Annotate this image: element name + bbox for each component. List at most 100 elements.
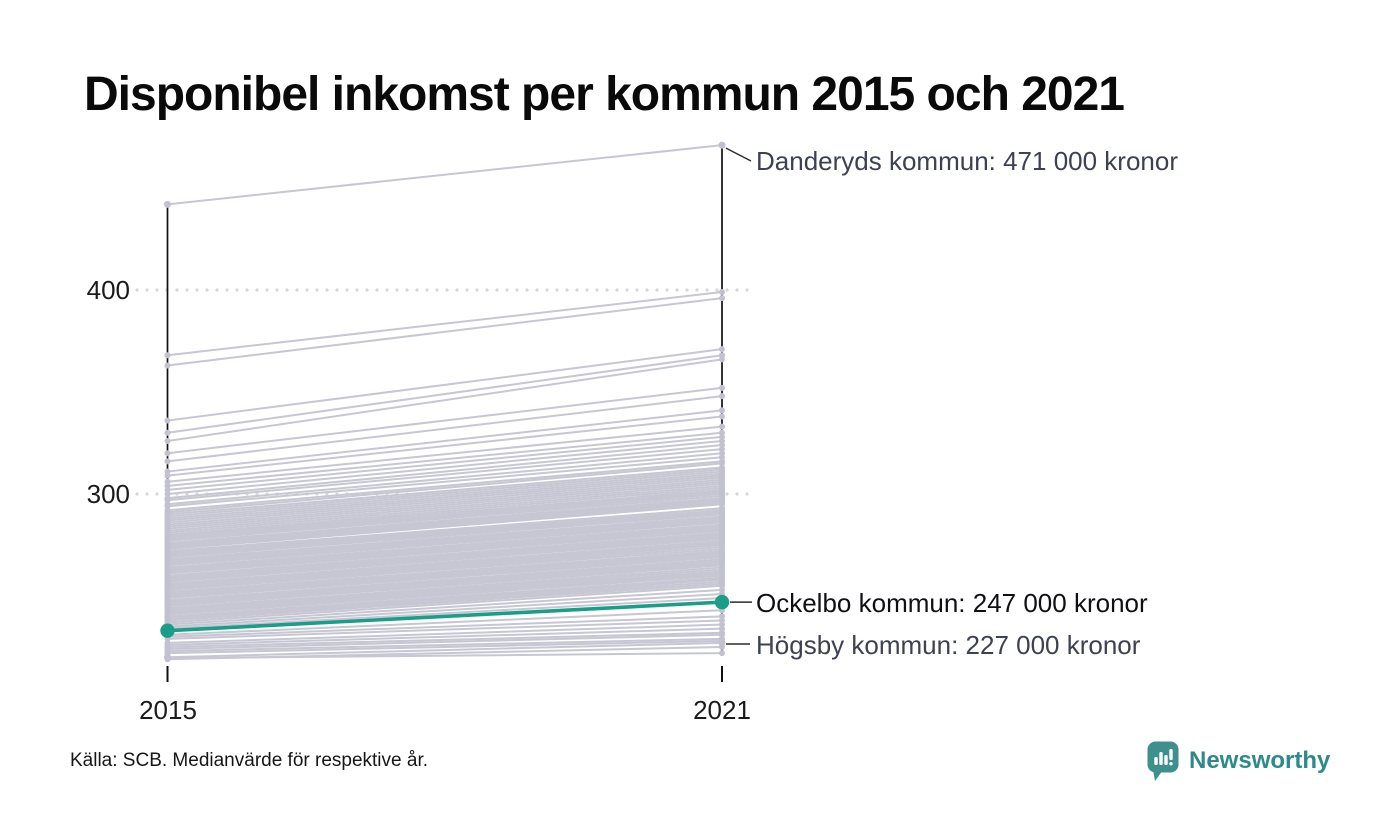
municipality-line-dot-2015 [164,616,171,623]
municipality-line [167,556,723,600]
municipality-line [167,468,723,518]
municipality-line-dot-2021 [719,407,725,414]
municipality-line [167,470,723,520]
municipality-line-dot-2021 [719,498,725,505]
municipality-line [167,554,723,597]
municipality-line [167,639,723,655]
municipality-line [167,615,723,638]
municipality-line [167,566,723,610]
municipality-line-dot-2021 [719,516,725,523]
municipality-line-dot-2015 [164,559,171,566]
municipality-line [167,619,723,640]
municipality-line [167,510,723,556]
municipality-line-danderyds [167,144,723,206]
municipality-line [167,460,723,512]
municipality-line [167,527,723,573]
municipality-line-dot-2021 [719,551,725,558]
municipality-line [167,448,723,502]
municipality-line [167,525,723,571]
leader-danderyd [725,147,752,162]
municipality-line-dot-2015 [164,362,171,369]
municipality-line-dot-2021 [719,524,725,531]
municipality-line [167,532,723,578]
municipality-line [167,580,723,621]
municipality-line [167,563,723,607]
municipality-line [167,491,723,539]
municipality-line-danderyds-dot-2015 [164,200,171,208]
municipality-line [167,552,723,595]
municipality-line [167,564,723,608]
municipality-line [167,539,723,585]
municipality-line-dot-2015 [164,567,171,574]
highlight-dot-2015 [160,623,175,638]
highlighted-line-ockelbo [167,600,723,633]
x-axis-label-2015: 2015 [139,695,197,725]
newsworthy-logo-icon [1147,741,1179,781]
municipality-line-dot-2021 [719,508,725,515]
source-note: Källa: SCB. Medianvärde för respektive å… [70,750,429,771]
x-axis-label-2021: 2021 [693,695,751,725]
municipality-line [167,572,723,614]
municipality-line [167,578,723,620]
municipality-line [167,560,723,604]
municipality-line-dot-2015 [164,543,171,550]
municipality-line-dot-2021 [719,650,725,657]
municipality-line [167,503,723,551]
municipality-line [167,476,723,526]
municipality-line [167,497,723,544]
municipality-line [167,570,723,612]
municipality-line [167,523,723,569]
municipality-line [167,561,723,605]
municipality-line-dot-2021 [719,295,725,302]
municipality-line [167,559,723,603]
municipality-line [167,573,723,615]
municipality-line [167,542,723,588]
municipality-line-dot-2015 [164,472,171,479]
municipality-line [167,519,723,565]
municipality-line-dot-2021 [719,559,725,566]
municipality-line [167,592,723,628]
municipality-line [167,524,723,570]
municipality-line [167,512,723,558]
municipality-line-dot-2015 [164,551,171,558]
municipality-line-dot-2021 [719,346,725,353]
municipality-line [167,534,723,580]
municipality-line [167,528,723,574]
municipality-line [167,574,723,616]
municipality-line [167,526,723,572]
municipality-line [167,584,723,624]
municipality-line [167,546,723,590]
municipality-line-dot-2015 [164,352,171,359]
municipality-line [167,531,723,577]
municipality-line [167,509,723,555]
municipality-line-dot-2015 [164,450,171,457]
municipality-line [167,551,723,594]
municipality-line [167,425,723,483]
municipality-line [167,456,723,508]
municipality-line-högsby [167,641,723,659]
municipality-line [167,499,723,546]
municipality-line [167,472,723,522]
municipality-line [167,395,723,463]
municipality-line-danderyds-dot-2021 [718,141,726,149]
municipality-line [167,452,723,506]
municipality-line [167,474,723,524]
municipality-line [167,498,723,545]
municipality-line [167,431,723,487]
annotation-hogsby: Högsby kommun: 227 000 kronor [756,630,1141,660]
municipality-line [167,386,723,455]
municipality-line [167,480,723,530]
municipality-line [167,568,723,611]
municipality-line [167,520,723,566]
newsworthy-wordmark: Newsworthy [1189,747,1331,774]
municipality-line [167,609,723,636]
municipality-line [167,513,723,559]
municipality-line-dot-2015 [164,417,171,424]
municipality-line [167,533,723,579]
municipality-line [167,482,723,532]
municipality-line [167,633,723,651]
municipality-line [167,466,723,516]
municipality-line [167,548,723,591]
municipality-line [167,517,723,563]
